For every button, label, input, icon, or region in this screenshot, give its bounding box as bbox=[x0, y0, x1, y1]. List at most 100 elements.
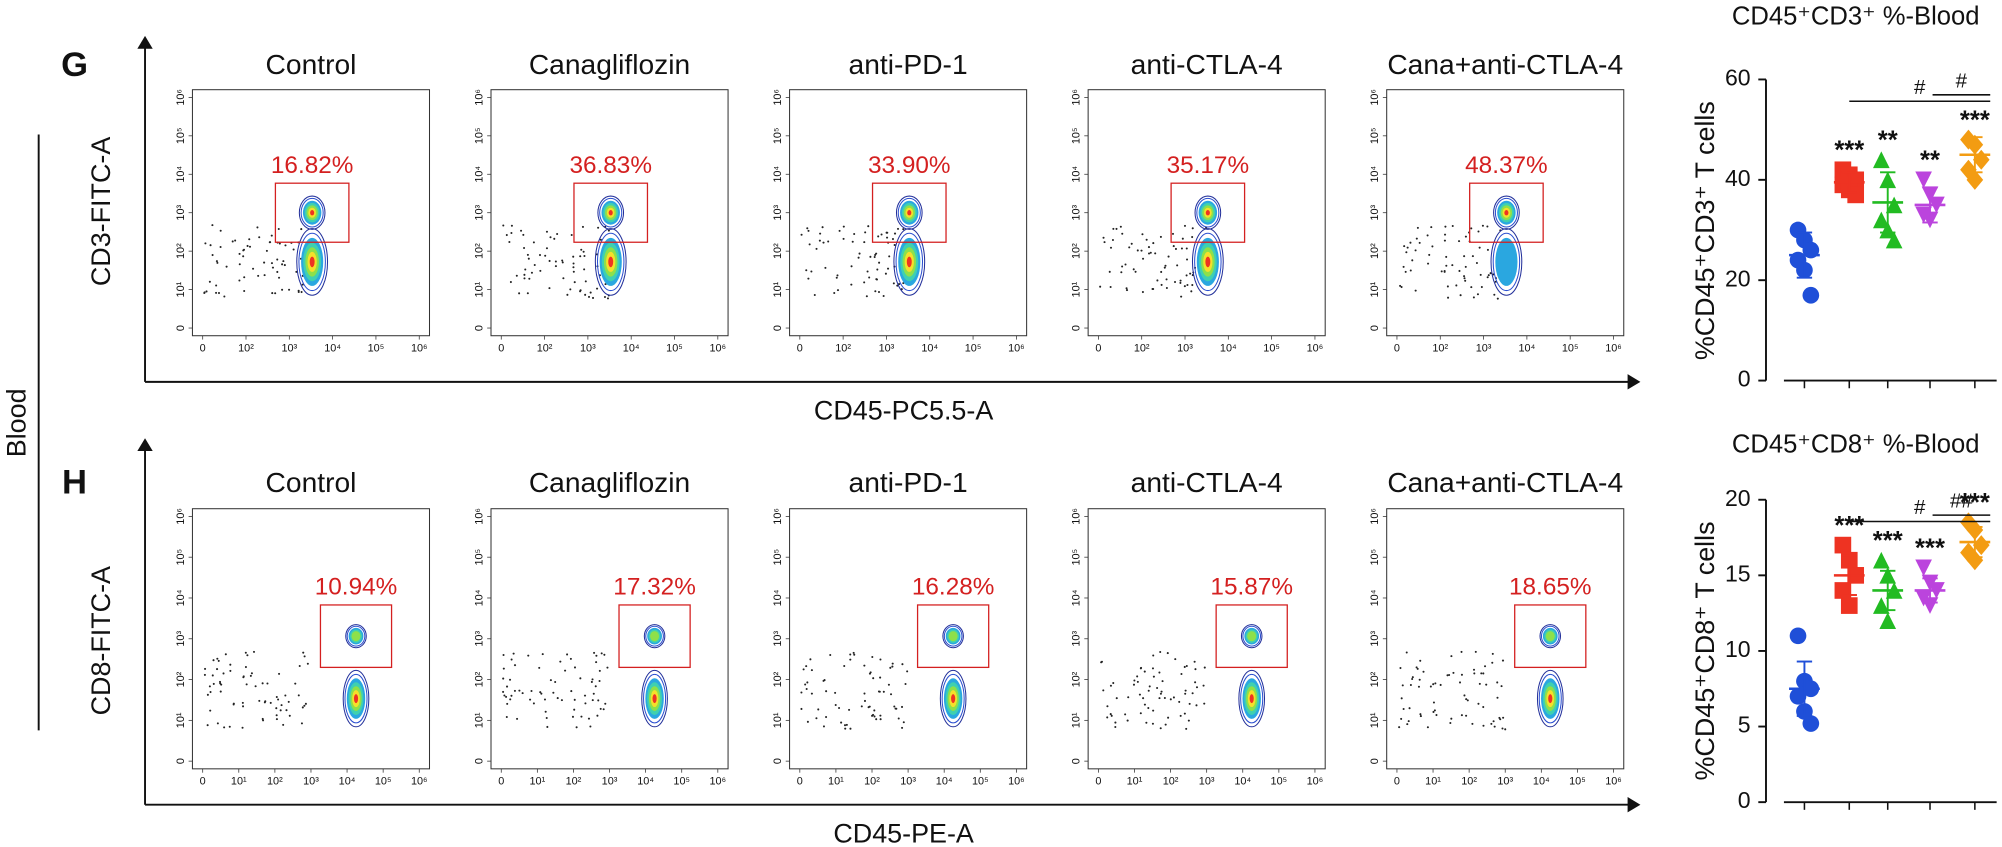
y-tick-label: 10⁶ bbox=[473, 508, 485, 525]
event-dot bbox=[277, 698, 280, 701]
contour bbox=[1540, 625, 1560, 647]
event-dot bbox=[607, 229, 610, 232]
panel-label: G bbox=[61, 46, 88, 84]
event-dot bbox=[252, 650, 256, 653]
event-dot bbox=[1147, 707, 1150, 710]
gate-percent: 35.17% bbox=[1167, 152, 1250, 179]
x-tick-label: 10⁵ bbox=[1562, 342, 1579, 354]
y-tick-label: 10⁴ bbox=[473, 589, 485, 606]
x-tick-label: 10⁶ bbox=[710, 342, 727, 354]
contour bbox=[346, 625, 366, 647]
event-dot bbox=[807, 229, 810, 232]
gate bbox=[618, 604, 691, 669]
contour bbox=[1196, 197, 1220, 228]
event-dot bbox=[513, 664, 517, 667]
event-dot bbox=[594, 685, 597, 688]
significance: *** bbox=[1915, 535, 1945, 563]
x-tick-label: 10⁶ bbox=[411, 776, 428, 788]
event-dot bbox=[906, 670, 909, 673]
event-dot bbox=[223, 295, 226, 298]
event-dot bbox=[1492, 720, 1495, 723]
event-dot bbox=[580, 715, 583, 718]
event-dot bbox=[871, 655, 874, 659]
event-dot bbox=[561, 261, 564, 264]
y-tick-label: 10⁴ bbox=[772, 166, 784, 183]
event-dot bbox=[572, 255, 575, 258]
event-dot bbox=[603, 295, 606, 299]
y-tick-label: 10⁴ bbox=[1070, 166, 1082, 183]
y-tick-label: 10⁴ bbox=[473, 166, 485, 183]
event-dot bbox=[560, 699, 563, 702]
y-tick-label: 10⁵ bbox=[1369, 128, 1381, 145]
event-dot bbox=[294, 682, 297, 685]
x-tick-label: 10¹ bbox=[1425, 776, 1441, 788]
contour bbox=[1490, 228, 1523, 296]
event-dot bbox=[248, 238, 251, 241]
event-dot bbox=[238, 279, 241, 282]
event-dot bbox=[1184, 689, 1187, 692]
event-dot bbox=[863, 699, 867, 702]
event-dot bbox=[1106, 716, 1109, 719]
event-dot bbox=[875, 718, 878, 721]
event-dot bbox=[1489, 272, 1492, 275]
y-tick-label: 0 bbox=[473, 325, 485, 331]
event-dot bbox=[278, 242, 281, 245]
event-dot bbox=[1478, 682, 1481, 685]
x-tick-label: 10⁶ bbox=[1605, 342, 1622, 354]
event-dot bbox=[590, 680, 593, 683]
event-dot bbox=[276, 258, 279, 261]
y-tick-label: 10³ bbox=[175, 631, 187, 647]
event-dot bbox=[823, 679, 826, 682]
event-dot bbox=[1156, 686, 1159, 690]
event-dot bbox=[1114, 721, 1117, 724]
y-tick-label: 0 bbox=[772, 325, 784, 331]
event-dot bbox=[1121, 232, 1124, 235]
significance: *** bbox=[1873, 527, 1903, 555]
x-tick-label: 10⁴ bbox=[921, 342, 938, 354]
data-point bbox=[1789, 687, 1807, 705]
event-dot bbox=[548, 287, 551, 290]
event-dot bbox=[1160, 270, 1163, 273]
event-dot bbox=[538, 254, 542, 257]
event-dot bbox=[281, 263, 284, 266]
event-dot bbox=[269, 241, 272, 244]
event-dot bbox=[1407, 720, 1410, 723]
y-tick-label: 0 bbox=[473, 758, 485, 764]
contour bbox=[1205, 256, 1211, 268]
event-dot bbox=[1398, 726, 1401, 729]
event-dot bbox=[1202, 684, 1205, 687]
event-dot bbox=[882, 294, 885, 298]
event-dot bbox=[1460, 673, 1463, 676]
y-tick-label: 20 bbox=[1725, 265, 1751, 291]
contour bbox=[310, 210, 315, 216]
x-tick-label: 10⁴ bbox=[1518, 342, 1535, 354]
event-dot bbox=[896, 227, 900, 230]
x-tick-label: 10² bbox=[267, 776, 283, 788]
event-dot bbox=[893, 232, 897, 235]
event-dot bbox=[1466, 699, 1469, 702]
event-dot bbox=[1440, 270, 1443, 273]
gate bbox=[319, 604, 393, 669]
event-dot bbox=[596, 287, 599, 290]
event-dot bbox=[1163, 696, 1166, 700]
event-dot bbox=[1446, 285, 1449, 288]
event-dot bbox=[869, 255, 872, 258]
event-dot bbox=[1143, 703, 1146, 706]
event-dot bbox=[306, 662, 309, 665]
y-tick-label: 10¹ bbox=[772, 281, 784, 297]
contour bbox=[1205, 210, 1210, 216]
plot-title: anti-PD-1 bbox=[849, 48, 968, 80]
contour bbox=[645, 625, 664, 647]
event-dot bbox=[1486, 248, 1489, 251]
event-dot bbox=[1127, 696, 1130, 699]
event-dot bbox=[258, 699, 261, 702]
event-dot bbox=[1183, 285, 1186, 288]
y-tick-label: 10³ bbox=[1070, 204, 1082, 220]
contour bbox=[597, 195, 625, 230]
event-dot bbox=[527, 257, 530, 260]
event-dot bbox=[1447, 296, 1450, 299]
event-dot bbox=[280, 704, 283, 707]
x-tick-label: 10⁶ bbox=[710, 776, 727, 788]
gate-percent: 15.87% bbox=[1210, 574, 1293, 601]
event-dot bbox=[901, 705, 904, 708]
